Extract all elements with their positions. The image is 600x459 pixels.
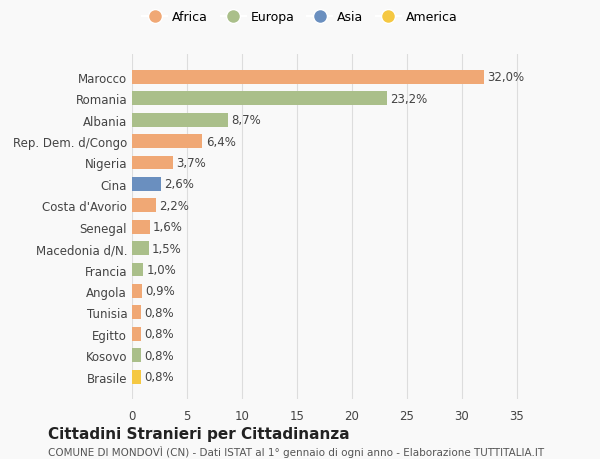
Text: 23,2%: 23,2% — [391, 93, 428, 106]
Text: 1,0%: 1,0% — [146, 263, 176, 276]
Legend: Africa, Europa, Asia, America: Africa, Europa, Asia, America — [137, 6, 463, 29]
Text: COMUNE DI MONDOVÌ (CN) - Dati ISTAT al 1° gennaio di ogni anno - Elaborazione TU: COMUNE DI MONDOVÌ (CN) - Dati ISTAT al 1… — [48, 445, 544, 457]
Bar — [132, 92, 387, 106]
Text: 8,7%: 8,7% — [231, 114, 261, 127]
Text: 0,8%: 0,8% — [144, 349, 174, 362]
Bar — [132, 263, 143, 277]
Bar — [132, 370, 141, 384]
Bar — [132, 348, 141, 362]
Bar — [132, 135, 202, 149]
Bar — [132, 178, 161, 191]
Text: 2,2%: 2,2% — [160, 199, 190, 213]
Text: 32,0%: 32,0% — [487, 71, 524, 84]
Bar — [132, 220, 149, 234]
Bar — [132, 241, 149, 256]
Text: 1,5%: 1,5% — [152, 242, 182, 255]
Text: Cittadini Stranieri per Cittadinanza: Cittadini Stranieri per Cittadinanza — [48, 425, 350, 441]
Bar — [132, 156, 173, 170]
Bar — [132, 71, 484, 84]
Bar — [132, 327, 141, 341]
Bar — [132, 199, 156, 213]
Text: 0,8%: 0,8% — [144, 370, 174, 383]
Text: 1,6%: 1,6% — [153, 221, 183, 234]
Text: 0,8%: 0,8% — [144, 328, 174, 341]
Text: 3,7%: 3,7% — [176, 157, 206, 170]
Bar — [132, 113, 228, 127]
Text: 0,8%: 0,8% — [144, 306, 174, 319]
Text: 0,9%: 0,9% — [145, 285, 175, 298]
Bar — [132, 306, 141, 319]
Text: 2,6%: 2,6% — [164, 178, 194, 191]
Bar — [132, 284, 142, 298]
Text: 6,4%: 6,4% — [206, 135, 236, 148]
